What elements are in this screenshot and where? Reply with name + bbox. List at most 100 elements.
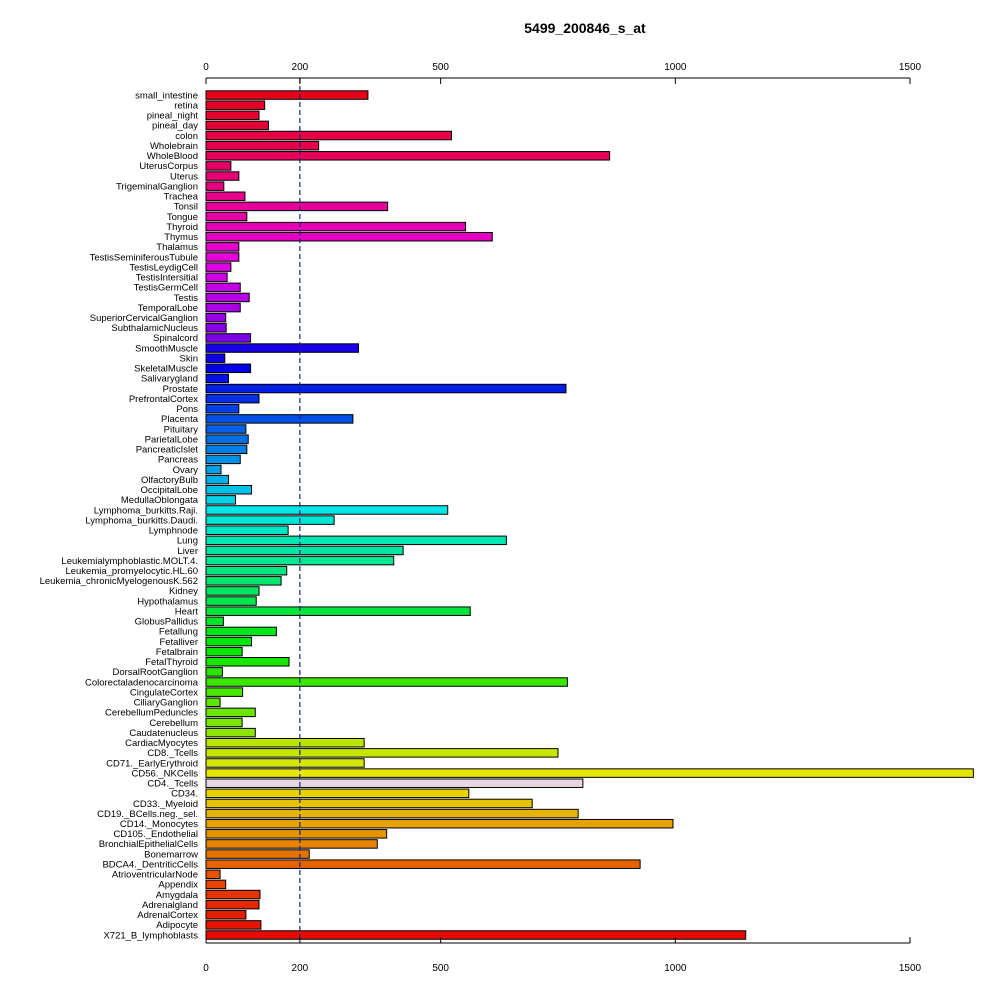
category-label: Amygdala	[156, 890, 199, 901]
category-label: Kidney	[169, 586, 198, 597]
bar	[205, 90, 369, 100]
bar	[205, 930, 747, 940]
bar	[205, 606, 471, 616]
category-label: CD14._Monocytes	[120, 819, 198, 830]
category-label: CD8._Tcells	[147, 748, 198, 759]
category-label: TestisIntersitial	[136, 273, 198, 284]
category-label: Ovary	[173, 465, 199, 476]
category-label: PrefrontalCortex	[129, 394, 198, 405]
category-label: SubthalamicNucleus	[111, 323, 198, 334]
category-label: Placenta	[161, 414, 199, 425]
bar	[205, 778, 584, 788]
category-label: colon	[175, 131, 198, 142]
bar	[205, 242, 240, 252]
bar	[205, 788, 470, 799]
bar	[205, 383, 567, 394]
category-label: PancreaticIslet	[136, 445, 199, 456]
category-label: SuperiorCervicalGanglion	[90, 313, 198, 324]
category-label: Lung	[177, 536, 198, 547]
bar	[205, 687, 244, 697]
category-label: Hypothalamus	[137, 596, 198, 607]
category-label: Thalamus	[156, 242, 198, 253]
bar	[205, 201, 389, 212]
tick-label: 0	[203, 62, 209, 73]
category-label: WholeBlood	[147, 151, 198, 162]
bar	[205, 363, 252, 374]
bar	[205, 353, 226, 363]
category-label: OccipitalLobe	[140, 485, 198, 496]
category-label: CerebellumPeduncles	[105, 708, 198, 719]
category-label: Spinalcord	[153, 333, 198, 344]
bar	[205, 282, 241, 293]
bar	[205, 798, 533, 809]
bar	[205, 758, 365, 768]
category-label: Pons	[176, 404, 198, 415]
bar	[205, 879, 227, 890]
category-label: Prostate	[163, 384, 198, 395]
bar	[205, 768, 974, 778]
bar	[205, 525, 289, 535]
bar	[205, 292, 250, 303]
category-label: CD4._Tcells	[147, 779, 198, 790]
category-label: BDCA4._DentriticCells	[102, 859, 198, 870]
top-axis: 0 200 500 1000 1500	[203, 62, 922, 84]
category-label: Lymphoma_burkitts.Daudi.	[85, 515, 198, 526]
bar	[205, 343, 360, 353]
category-label: retina	[174, 100, 198, 111]
bar	[205, 818, 674, 829]
bar	[205, 636, 253, 647]
bar	[205, 110, 260, 121]
bar	[205, 849, 310, 859]
bar	[205, 434, 249, 444]
bar	[205, 373, 230, 384]
category-label: FetalThyroid	[145, 657, 198, 668]
category-label: BronchialEpithelialCells	[99, 839, 199, 850]
category-label: CingulateCortex	[130, 687, 198, 698]
category-label: TestisLeydigCell	[129, 262, 198, 273]
category-label: Fetalbrain	[156, 647, 198, 658]
bar	[205, 829, 388, 839]
bar	[205, 899, 260, 910]
category-label: Lymphoma_burkitts.Raji.	[94, 505, 198, 516]
tick-label: 1500	[899, 62, 922, 73]
category-label: Thyroid	[166, 222, 198, 233]
bar	[205, 140, 320, 151]
bar	[205, 414, 354, 424]
tick-label: 200	[292, 963, 309, 974]
bar	[205, 495, 237, 505]
category-label: Leukemialymphoblastic.MOLT.4.	[61, 556, 198, 567]
bar	[205, 474, 230, 485]
category-label: Leukemia_promyelocytic.HL.60	[65, 566, 198, 577]
bar	[205, 181, 225, 191]
bar	[205, 626, 277, 637]
category-label: Thymus	[164, 232, 198, 243]
category-label: Uterus	[170, 171, 198, 182]
category-label: pineal_night	[147, 111, 199, 122]
bar	[205, 808, 579, 819]
category-label: CD71._EarlyErythroid	[106, 758, 198, 769]
category-label: CD33._Myeloid	[133, 799, 198, 810]
category-label: TemporalLobe	[138, 303, 198, 314]
category-label: AtrioventricularNode	[112, 870, 198, 881]
bottom-axis: 0 200 500 1000 1500	[203, 937, 922, 974]
category-label: small_intestine	[135, 90, 198, 101]
bar	[205, 515, 335, 525]
category-label: ParietalLobe	[145, 434, 198, 445]
category-label: Tonsil	[174, 202, 198, 213]
category-label: Fetallung	[159, 627, 198, 638]
category-label: Tongue	[167, 212, 198, 223]
category-label: Liver	[177, 546, 198, 557]
bar	[205, 404, 240, 414]
bar	[205, 312, 227, 323]
category-label: AdrenalCortex	[137, 910, 198, 921]
tick-label: 1000	[664, 62, 687, 73]
bar	[205, 221, 467, 232]
bar	[205, 859, 641, 869]
tick-label: 500	[432, 963, 449, 974]
bar	[205, 869, 221, 880]
axes: 0 200 500 1000 1500 0 200 500 1000 1500	[203, 62, 921, 974]
category-labels: small_intestineretinapineal_nightpineal_…	[40, 90, 199, 941]
category-label: Trachea	[164, 192, 199, 203]
category-label: CiliaryGanglion	[134, 698, 198, 709]
